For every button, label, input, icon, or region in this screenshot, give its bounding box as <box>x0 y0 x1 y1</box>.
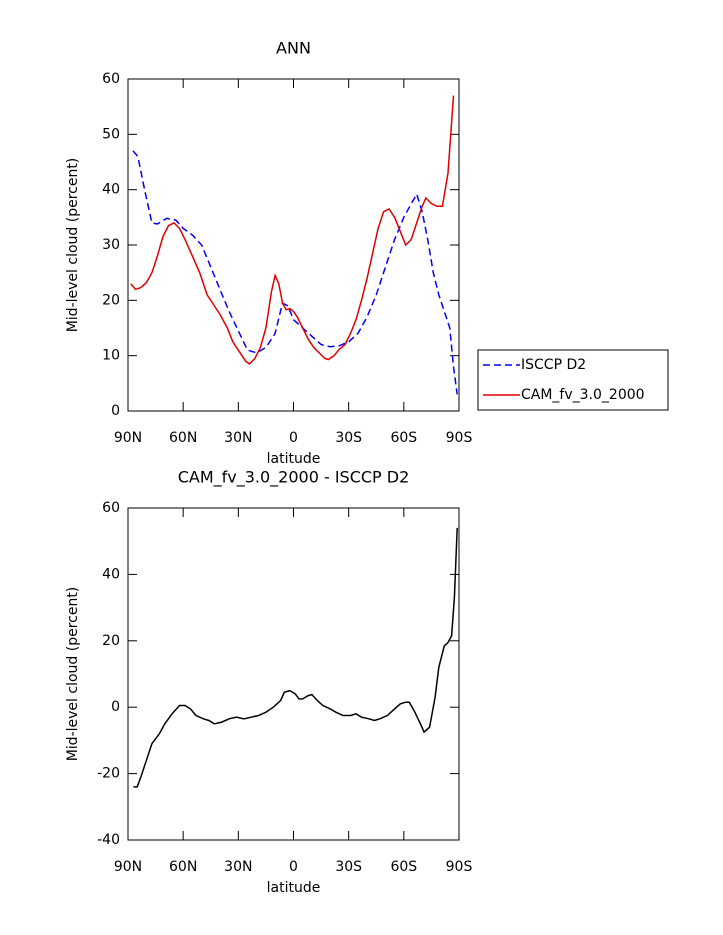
y-tick-label: 20 <box>102 292 120 308</box>
legend-label: CAM_fv_3.0_2000 <box>521 387 645 403</box>
x-tick-label: 60S <box>390 430 417 446</box>
x-axis-label: latitude <box>267 880 321 896</box>
y-tick-label: 20 <box>102 633 120 649</box>
legend-box <box>477 349 669 411</box>
y-tick-label: 0 <box>111 699 120 715</box>
x-tick-label: 0 <box>289 859 298 875</box>
y-tick-label: 10 <box>102 348 120 364</box>
legend-label: ISCCP D2 <box>521 357 586 373</box>
x-tick-label: 90S <box>446 430 473 446</box>
series-line <box>130 95 455 365</box>
x-tick-label: 90S <box>446 859 473 875</box>
y-tick-label: 50 <box>102 126 120 142</box>
y-tick-label: 60 <box>102 500 120 516</box>
x-tick-label: 60N <box>169 859 197 875</box>
x-axis-label: latitude <box>267 451 321 467</box>
x-tick-label: 30S <box>335 859 362 875</box>
x-tick-label: 90N <box>114 859 142 875</box>
x-tick-label: 30N <box>224 859 252 875</box>
y-tick-label: -40 <box>97 832 120 848</box>
y-tick-label: 60 <box>102 71 120 87</box>
series-line <box>133 527 458 788</box>
x-tick-label: 0 <box>289 430 298 446</box>
x-tick-label: 60N <box>169 430 197 446</box>
chart-title: CAM_fv_3.0_2000 - ISCCP D2 <box>178 468 410 488</box>
x-tick-label: 60S <box>390 859 417 875</box>
y-tick-label: -20 <box>97 766 120 782</box>
plot-frame <box>127 507 460 841</box>
y-tick-label: 0 <box>111 403 120 419</box>
y-axis-label: Mid-level cloud (percent) <box>65 587 81 762</box>
series-line <box>132 150 458 395</box>
y-tick-label: 40 <box>102 182 120 198</box>
y-axis-label: Mid-level cloud (percent) <box>65 158 81 333</box>
x-tick-label: 30S <box>335 430 362 446</box>
x-tick-label: 30N <box>224 430 252 446</box>
plot-frame <box>127 78 460 412</box>
y-tick-label: 30 <box>102 237 120 253</box>
y-tick-label: 40 <box>102 566 120 582</box>
x-tick-label: 90N <box>114 430 142 446</box>
chart-title: ANN <box>276 39 311 58</box>
